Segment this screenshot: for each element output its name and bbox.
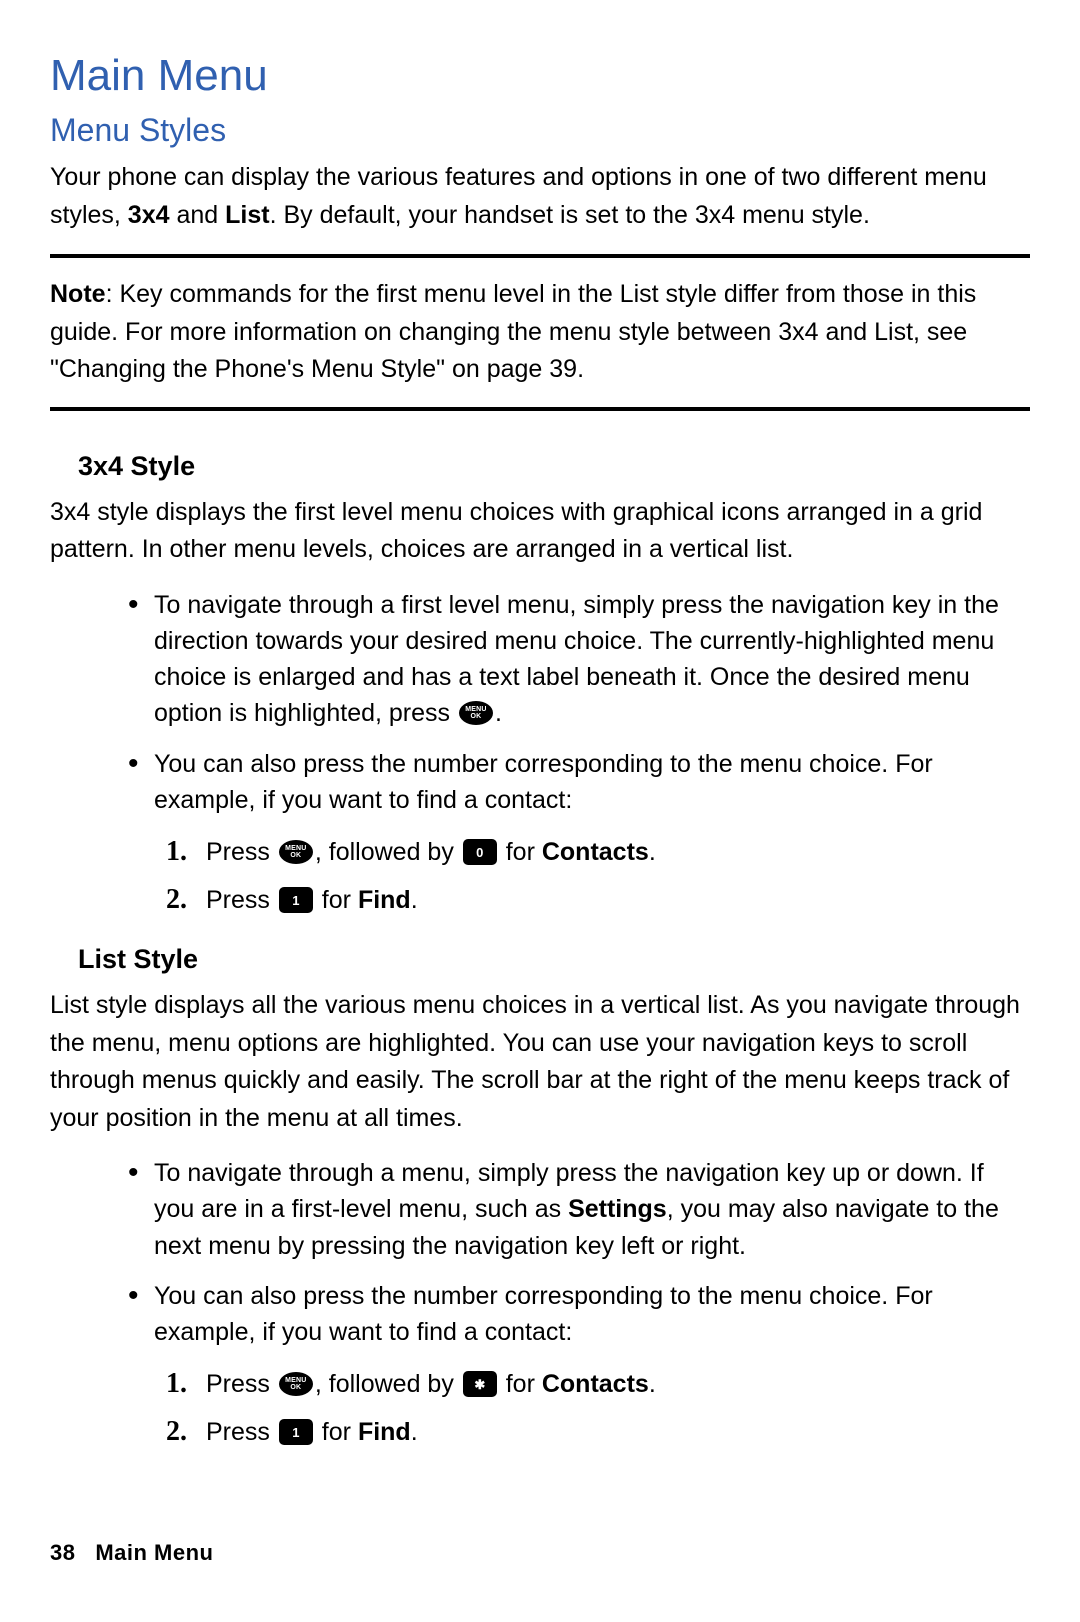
list-item: To navigate through a first level menu, … <box>128 587 1030 732</box>
note-block: Note: Key commands for the first menu le… <box>50 254 1030 411</box>
step-text-pre: Press <box>206 1418 277 1446</box>
intro-text-mid: and <box>170 201 226 229</box>
step-text-pre: Press <box>206 838 277 866</box>
bullet-text: You can also press the number correspond… <box>154 750 933 814</box>
heading-list-style: List Style <box>78 944 1030 975</box>
step-text-post1: for <box>315 1418 358 1446</box>
step-text-pre: Press <box>206 1370 277 1398</box>
bullet-text-post: . <box>495 699 502 727</box>
footer-label: Main Menu <box>95 1540 213 1565</box>
step-text-mid: , followed by <box>315 838 461 866</box>
bullet-bold-settings: Settings <box>568 1195 667 1223</box>
heading-3x4-style: 3x4 Style <box>78 451 1030 482</box>
footer-page-number: 38 <box>50 1540 75 1565</box>
para-list-style: List style displays all the various menu… <box>50 987 1030 1137</box>
bullets-3x4: To navigate through a first level menu, … <box>50 587 1030 819</box>
menu-ok-icon <box>279 1372 313 1396</box>
step-text-mid: , followed by <box>315 1370 461 1398</box>
bullet-text: You can also press the number correspond… <box>154 1282 933 1346</box>
list-item: Press , followed by for Contacts. <box>166 832 1030 872</box>
step-text-post1: for <box>499 838 542 866</box>
key-star-icon <box>463 1371 497 1397</box>
step-bold: Contacts <box>542 1370 649 1398</box>
step-text-post2: . <box>411 1418 418 1446</box>
steps-list: Press , followed by for Contacts. Press … <box>50 1364 1030 1452</box>
intro-paragraph: Your phone can display the various featu… <box>50 159 1030 234</box>
step-text-post1: for <box>499 1370 542 1398</box>
steps-3x4: Press , followed by for Contacts. Press … <box>50 832 1030 920</box>
bullets-list: To navigate through a menu, simply press… <box>50 1155 1030 1350</box>
note-text: : Key commands for the first menu level … <box>50 280 976 383</box>
list-item: To navigate through a menu, simply press… <box>128 1155 1030 1264</box>
menu-ok-icon <box>279 840 313 864</box>
intro-bold-3x4: 3x4 <box>128 201 170 229</box>
bullet-text-pre: To navigate through a first level menu, … <box>154 591 999 728</box>
note-label: Note <box>50 280 106 308</box>
menu-ok-icon <box>459 701 493 725</box>
list-item: Press , followed by for Contacts. <box>166 1364 1030 1404</box>
step-text-post2: . <box>411 886 418 914</box>
list-item: Press for Find. <box>166 880 1030 920</box>
key-1-icon <box>279 887 313 913</box>
list-item: You can also press the number correspond… <box>128 1278 1030 1351</box>
intro-bold-list: List <box>225 201 269 229</box>
key-1-icon <box>279 1419 313 1445</box>
key-0-icon <box>463 839 497 865</box>
step-text-pre: Press <box>206 886 277 914</box>
page-footer: 38 Main Menu <box>50 1540 214 1566</box>
intro-text-post: . By default, your handset is set to the… <box>270 201 870 229</box>
step-text-post1: for <box>315 886 358 914</box>
list-item: Press for Find. <box>166 1412 1030 1452</box>
step-text-post2: . <box>649 1370 656 1398</box>
para-3x4-style: 3x4 style displays the first level menu … <box>50 494 1030 569</box>
page-title: Main Menu <box>50 50 1030 103</box>
step-bold: Find <box>358 886 411 914</box>
step-bold: Find <box>358 1418 411 1446</box>
document-page: Main Menu Menu Styles Your phone can dis… <box>0 0 1080 1452</box>
list-item: You can also press the number correspond… <box>128 746 1030 819</box>
step-bold: Contacts <box>542 838 649 866</box>
step-text-post2: . <box>649 838 656 866</box>
section-subtitle: Menu Styles <box>50 111 1030 149</box>
